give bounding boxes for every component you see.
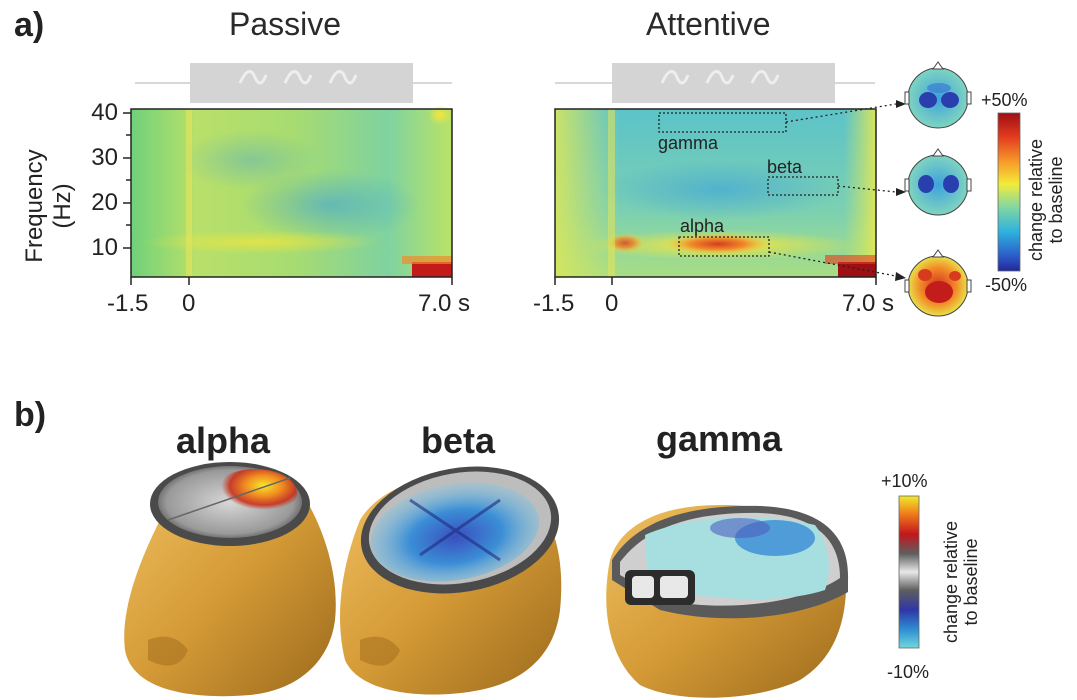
colorbar-b-caption: change relative to baseline: [941, 497, 981, 667]
spectrogram-attentive: [554, 100, 906, 285]
head-gamma: [606, 505, 849, 698]
roi-gamma: [658, 112, 787, 133]
band-label-beta: beta: [767, 157, 803, 177]
title-beta: beta: [421, 420, 496, 461]
roi-alpha: [678, 236, 770, 257]
colorbar-a-top: +50%: [981, 90, 1028, 110]
title-attentive: Attentive: [646, 6, 771, 42]
y-axis-label: Frequency (Hz): [21, 149, 76, 263]
x-tick-attentive-start: -1.5: [533, 290, 575, 317]
y-tick-40: 40: [91, 99, 118, 126]
panel-label-a: a): [14, 6, 45, 44]
band-label-alpha: alpha: [680, 216, 725, 236]
x-tick-attentive-zero: 0: [605, 290, 619, 317]
title-passive: Passive: [229, 6, 342, 42]
topo-connectors: [768, 103, 897, 277]
x-tick-attentive-end: 7.0 s: [842, 290, 895, 317]
colorbar-b-caption-line2: to baseline: [961, 538, 981, 626]
colorbar-b: [898, 495, 920, 649]
title-gamma: gamma: [656, 418, 783, 459]
colorbar-b-top: +10%: [881, 471, 928, 491]
y-tick-10: 10: [91, 234, 118, 261]
x-tick-passive-start: -1.5: [107, 290, 149, 317]
colorbar-a: [997, 112, 1021, 272]
topomap-alpha: [904, 249, 972, 317]
topomap-beta: [904, 148, 972, 216]
panel-label-b: b): [14, 396, 47, 434]
head-alpha: [124, 462, 336, 697]
colorbar-a-caption-line2: to baseline: [1046, 156, 1066, 244]
head-beta: [340, 466, 562, 695]
colorbar-a-caption: change relative to baseline: [1026, 120, 1066, 280]
stimulus-bar-attentive: [555, 63, 875, 103]
spectrogram-passive: [123, 105, 453, 285]
title-alpha: alpha: [176, 420, 271, 461]
x-tick-passive-end: 7.0 s: [418, 290, 471, 317]
colorbar-a-caption-line1: change relative: [1026, 138, 1046, 262]
y-tick-30: 30: [91, 144, 118, 171]
topomap-gamma: [904, 61, 972, 129]
x-tick-passive-zero: 0: [182, 290, 196, 317]
stimulus-bar-passive: [135, 63, 452, 103]
y-tick-20: 20: [91, 189, 118, 216]
colorbar-b-caption-line1: change relative: [941, 520, 961, 644]
colorbar-b-bottom: -10%: [887, 662, 930, 682]
band-label-gamma: gamma: [658, 133, 719, 153]
colorbar-a-bottom: -50%: [985, 275, 1028, 295]
